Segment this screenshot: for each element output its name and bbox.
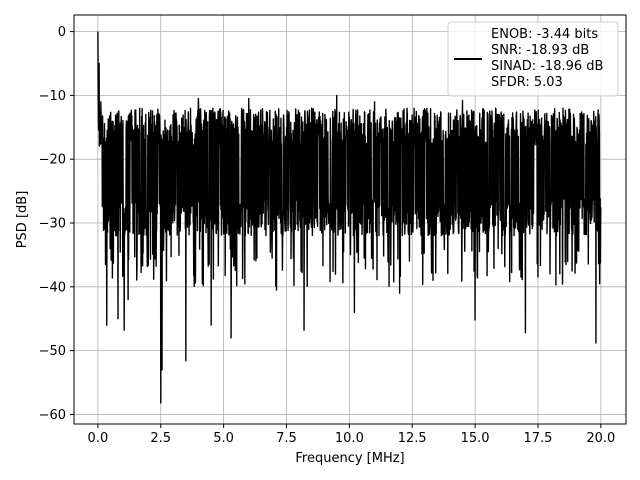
y-tick-label: −60 xyxy=(39,408,66,423)
y-tick-label: −10 xyxy=(39,89,66,104)
x-tick-label: 2.5 xyxy=(150,431,171,446)
legend-box xyxy=(447,21,619,97)
legend-entry-enob: ENOB: -3.44 bits xyxy=(491,27,598,42)
y-tick-label: −40 xyxy=(39,280,66,295)
y-tick-label: −50 xyxy=(39,344,66,359)
legend-entry-sfdr: SFDR: 5.03 xyxy=(491,75,563,90)
x-tick-label: 10.0 xyxy=(335,431,364,446)
x-tick-label: 17.5 xyxy=(524,431,553,446)
axes-frame xyxy=(73,14,627,425)
y-tick-label: −20 xyxy=(39,153,66,168)
x-tick-label: 12.5 xyxy=(398,431,427,446)
legend-entry-sinad: SINAD: -18.96 dB xyxy=(491,59,603,74)
y-tick-label: 0 xyxy=(58,25,66,40)
x-tick-label: 5.0 xyxy=(213,431,234,446)
x-tick-label: 15.0 xyxy=(461,431,490,446)
axis-ticks: 0.0 2.5 5.0 7.5 10.0 12.5 15.0 17.5 20.0 0 −10 −20 −… xyxy=(39,25,616,446)
x-tick-label: 7.5 xyxy=(276,431,297,446)
x-axis-label: Frequency [MHz] xyxy=(295,451,404,466)
y-tick-label: −30 xyxy=(39,217,66,232)
plot-area xyxy=(97,31,602,404)
x-tick-label: 0.0 xyxy=(88,431,109,446)
y-axis-label: PSD [dB] xyxy=(15,191,30,249)
legend-entry-snr: SNR: -18.93 dB xyxy=(491,43,589,58)
psd-series-line xyxy=(97,31,602,404)
legend: ENOB: -3.44 bits SNR: -18.93 dB SINAD: -… xyxy=(447,21,619,97)
x-tick-label: 20.0 xyxy=(586,431,615,446)
